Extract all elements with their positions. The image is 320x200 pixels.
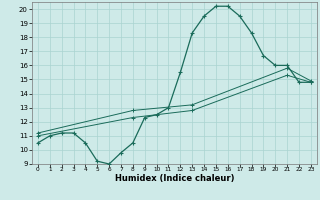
X-axis label: Humidex (Indice chaleur): Humidex (Indice chaleur) bbox=[115, 174, 234, 183]
